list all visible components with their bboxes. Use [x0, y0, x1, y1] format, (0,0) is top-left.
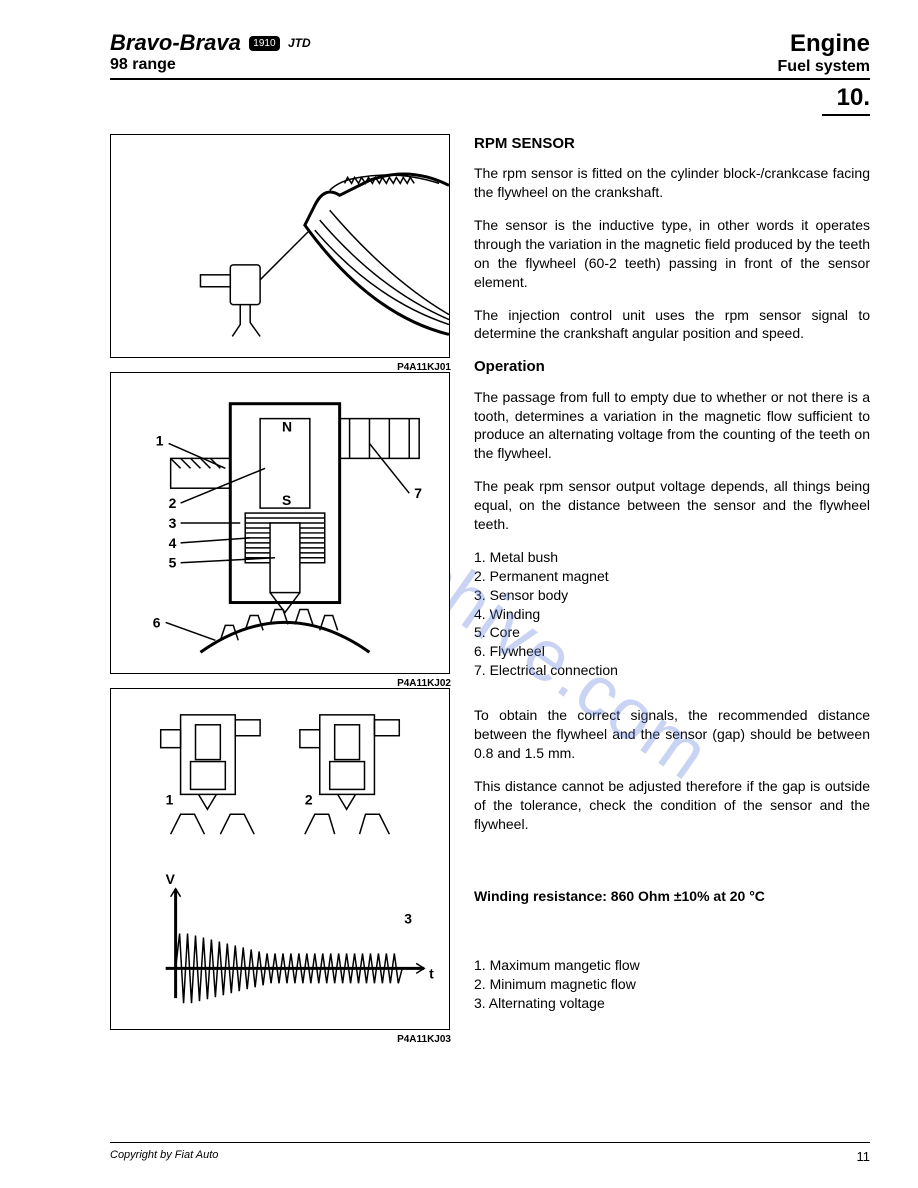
axis-t: t: [429, 965, 434, 981]
fig3-callout-1: 1: [166, 791, 174, 807]
range-label: 98 range: [110, 56, 311, 74]
legend-item: 4. Winding: [474, 605, 870, 624]
callout-4: 4: [169, 535, 177, 551]
figure-3-svg: 1 2 V: [111, 689, 449, 1029]
pole-s: S: [282, 492, 291, 508]
jtd-label: JTD: [288, 36, 311, 50]
para-1: The rpm sensor is fitted on the cylinder…: [474, 164, 870, 202]
para-4: The passage from full to empty due to wh…: [474, 388, 870, 464]
para-6: To obtain the correct signals, the recom…: [474, 706, 870, 763]
heading-operation: Operation: [474, 357, 870, 377]
section-title: Engine: [778, 30, 870, 58]
fig3-callout-3: 3: [404, 911, 412, 927]
callout-7: 7: [414, 485, 422, 501]
figure-2: N S: [110, 372, 450, 674]
callout-1: 1: [156, 432, 164, 448]
sensor-min: 2: [300, 715, 399, 834]
header-right: Engine Fuel system: [778, 30, 870, 76]
fig3-callout-2: 2: [305, 791, 313, 807]
content-columns: P4A11KJ01 N S: [110, 134, 870, 1030]
figure-3: 1 2 V: [110, 688, 450, 1030]
page-header: Bravo-Brava 1910 JTD 98 range Engine Fue…: [110, 30, 870, 80]
copyright: Copyright by Fiat Auto: [110, 1149, 218, 1164]
model-title: Bravo-Brava: [110, 30, 241, 56]
figure-2-svg: N S: [111, 373, 449, 673]
page-number: 11: [857, 1149, 871, 1164]
subsection-title: Fuel system: [778, 58, 870, 76]
spec-line: Winding resistance: 860 Ohm ±10% at 20 °…: [474, 887, 870, 906]
heading-rpm-sensor: RPM SENSOR: [474, 134, 870, 154]
callout-5: 5: [169, 555, 177, 571]
figures-column: P4A11KJ01 N S: [110, 134, 450, 1030]
page: manualshive.com Bravo-Brava 1910 JTD 98 …: [0, 0, 918, 1188]
figure-3-label: P4A11KJ03: [397, 1034, 451, 1045]
figure-1: P4A11KJ01: [110, 134, 450, 358]
pole-n: N: [282, 419, 292, 435]
legend-item: 6. Flywheel: [474, 642, 870, 661]
para-3: The injection control unit uses the rpm …: [474, 306, 870, 344]
callout-3: 3: [169, 515, 177, 531]
legend-item: 2. Permanent magnet: [474, 567, 870, 586]
page-footer: Copyright by Fiat Auto 11: [110, 1142, 870, 1164]
legend-item: 5. Core: [474, 623, 870, 642]
para-7: This distance cannot be adjusted therefo…: [474, 777, 870, 834]
section-number: 10.: [822, 82, 870, 116]
figure-1-svg: [111, 135, 449, 357]
sensor-max: 1: [161, 715, 260, 834]
legend-item: 1. Metal bush: [474, 548, 870, 567]
header-left: Bravo-Brava 1910 JTD 98 range: [110, 30, 311, 74]
axis-v: V: [166, 871, 176, 887]
legend-item: 1. Maximum mangetic flow: [474, 956, 870, 975]
legend-item: 3. Alternating voltage: [474, 994, 870, 1013]
legend-item: 2. Minimum magnetic flow: [474, 975, 870, 994]
legend-2: 1. Maximum mangetic flow 2. Minimum magn…: [474, 956, 870, 1013]
callout-6: 6: [153, 614, 161, 630]
legend-item: 3. Sensor body: [474, 586, 870, 605]
engine-badge: 1910: [249, 36, 279, 51]
text-column: RPM SENSOR The rpm sensor is fitted on t…: [474, 134, 870, 1030]
legend-item: 7. Electrical connection: [474, 661, 870, 680]
para-2: The sensor is the inductive type, in oth…: [474, 216, 870, 292]
para-5: The peak rpm sensor output voltage depen…: [474, 477, 870, 534]
legend-1: 1. Metal bush 2. Permanent magnet 3. Sen…: [474, 548, 870, 680]
callout-2: 2: [169, 495, 177, 511]
